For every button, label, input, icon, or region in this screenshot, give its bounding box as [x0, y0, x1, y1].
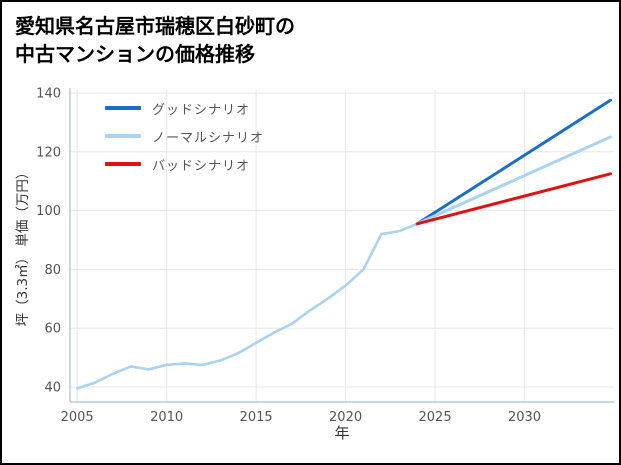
- legend-item-normal-scenario: ノーマルシナリオ: [105, 122, 264, 150]
- good-scenario-line-swatch: [105, 106, 141, 110]
- svg-text:140: 140: [36, 86, 61, 101]
- bad-scenario-label: バッドシナリオ: [152, 158, 251, 174]
- legend-item-bad-scenario: バッドシナリオ: [105, 150, 264, 178]
- x-axis-label: 年: [334, 424, 350, 442]
- svg-text:40: 40: [44, 381, 61, 396]
- svg-text:2030: 2030: [508, 410, 541, 425]
- svg-text:100: 100: [36, 204, 61, 219]
- chart-title: 愛知県名古屋市瑞穂区白砂町の 中古マンションの価格推移: [15, 12, 295, 68]
- svg-text:80: 80: [44, 263, 61, 278]
- normal-scenario-line-swatch: [105, 134, 141, 138]
- normal-scenario-label: ノーマルシナリオ: [152, 130, 265, 146]
- svg-text:60: 60: [44, 322, 61, 337]
- legend: グッドシナリオ ノーマルシナリオ バッドシナリオ: [105, 94, 264, 178]
- bad-scenario-line-swatch: [105, 162, 141, 166]
- svg-text:2015: 2015: [240, 410, 273, 425]
- svg-text:120: 120: [36, 145, 61, 160]
- legend-item-good-scenario: グッドシナリオ: [105, 94, 264, 122]
- y-axis-label: 坪（3.3㎡） 単価（万円）: [15, 165, 31, 327]
- chart-title-line1: 愛知県名古屋市瑞穂区白砂町の: [15, 14, 295, 38]
- svg-text:2020: 2020: [329, 410, 362, 425]
- good-scenario-label: グッドシナリオ: [152, 102, 251, 118]
- svg-text:2005: 2005: [61, 410, 94, 425]
- chart-title-line2: 中古マンションの価格推移: [15, 42, 255, 66]
- svg-text:2010: 2010: [150, 410, 183, 425]
- svg-text:2025: 2025: [419, 410, 452, 425]
